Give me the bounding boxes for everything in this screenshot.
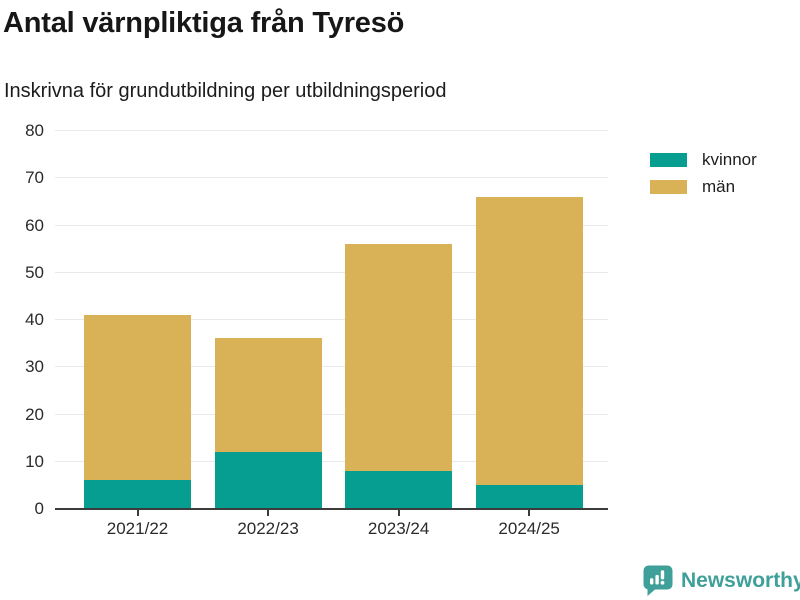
y-axis-tick-label: 0	[34, 499, 44, 518]
x-axis-tick	[267, 510, 270, 516]
chart-subtitle: Inskrivna för grundutbildning per utbild…	[4, 80, 447, 102]
y-axis-tick-label: 70	[25, 168, 44, 188]
bar-segment-kvinnor-2023/24	[345, 470, 453, 509]
bar-segment-män-2023/24	[345, 243, 453, 471]
newsworthy-logo: Newsworthy	[643, 565, 800, 596]
bar-segment-kvinnor-2022/23	[214, 451, 322, 509]
y-axis-tick-label: 20	[25, 404, 44, 424]
y-axis-tick-label: 40	[25, 310, 44, 329]
y-axis-tick-label: 50	[25, 262, 44, 282]
legend-item-kvinnor: kvinnor	[650, 150, 757, 170]
y-axis-tick-label: 80	[25, 121, 44, 140]
x-axis-tick	[528, 510, 531, 516]
gridline	[55, 319, 608, 320]
gridline	[55, 271, 608, 273]
newsworthy-logo-icon	[643, 565, 674, 596]
gridline	[55, 366, 608, 368]
y-axis-tick-label: 60	[25, 215, 44, 235]
bar-segment-kvinnor-2024/25	[475, 484, 583, 509]
gridline	[55, 130, 608, 131]
x-axis-tick	[136, 510, 139, 516]
legend-swatch-män	[650, 180, 687, 194]
y-axis-tick-label: 30	[25, 357, 44, 377]
x-axis-tick-label: 2021/22	[106, 519, 169, 538]
bar-segment-män-2024/25	[475, 196, 583, 485]
legend-label-kvinnor: kvinnor	[702, 150, 757, 169]
bar-segment-män-2022/23	[214, 338, 322, 452]
legend-swatch-kvinnor	[650, 153, 687, 167]
gridline	[55, 460, 608, 462]
gridline	[55, 177, 608, 179]
gridline	[55, 224, 608, 226]
x-axis-tick-label: 2024/25	[498, 519, 560, 538]
newsworthy-logo-text: Newsworthy	[681, 568, 800, 592]
x-axis-tick	[397, 510, 400, 516]
bar-segment-kvinnor-2021/22	[84, 480, 191, 509]
x-axis-line	[55, 507, 608, 510]
legend-label-män: män	[702, 177, 736, 196]
x-axis-tick-label: 2022/23	[237, 519, 299, 538]
legend-item-män: män	[650, 177, 735, 197]
x-axis-tick-label: 2023/24	[367, 519, 430, 538]
chart-title: Antal värnpliktiga från Tyresö	[3, 7, 405, 39]
bar-segment-män-2021/22	[84, 314, 191, 481]
gridline	[55, 413, 608, 415]
y-axis-tick-label: 10	[25, 451, 44, 471]
